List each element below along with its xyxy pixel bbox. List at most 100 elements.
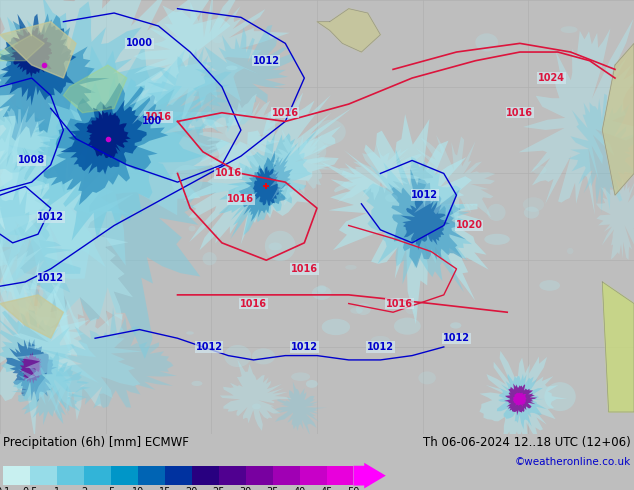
Polygon shape — [0, 13, 110, 141]
Polygon shape — [6, 339, 57, 402]
FancyArrow shape — [354, 463, 385, 489]
Polygon shape — [86, 110, 131, 158]
Ellipse shape — [487, 204, 505, 221]
Ellipse shape — [225, 125, 240, 140]
Polygon shape — [363, 149, 472, 293]
Text: 1012: 1012 — [411, 190, 438, 200]
Polygon shape — [269, 127, 337, 206]
Bar — [3, 466, 30, 486]
Bar — [191, 466, 219, 486]
Text: 1012: 1012 — [443, 333, 470, 343]
Polygon shape — [10, 27, 52, 77]
Bar — [57, 466, 84, 486]
Ellipse shape — [186, 331, 194, 335]
Ellipse shape — [371, 336, 390, 344]
Bar — [245, 466, 273, 486]
Polygon shape — [183, 25, 295, 133]
Text: 15: 15 — [158, 487, 171, 490]
Polygon shape — [0, 178, 81, 312]
Polygon shape — [183, 92, 354, 250]
Polygon shape — [0, 238, 99, 440]
Polygon shape — [504, 384, 537, 416]
Text: 100: 100 — [142, 117, 162, 126]
Text: 40: 40 — [294, 487, 306, 490]
Ellipse shape — [540, 280, 560, 291]
Text: 1020: 1020 — [456, 220, 482, 230]
Polygon shape — [596, 178, 634, 260]
Polygon shape — [401, 196, 450, 250]
Ellipse shape — [321, 319, 350, 335]
Text: 0.5: 0.5 — [22, 487, 38, 490]
Bar — [111, 466, 138, 486]
Text: 45: 45 — [320, 487, 333, 490]
Polygon shape — [0, 0, 247, 296]
Ellipse shape — [202, 252, 217, 265]
Ellipse shape — [312, 286, 332, 300]
Polygon shape — [0, 295, 63, 338]
Text: 1016: 1016 — [215, 169, 242, 178]
Polygon shape — [0, 44, 256, 359]
Ellipse shape — [545, 382, 576, 411]
Bar — [219, 466, 245, 486]
Text: 1016: 1016 — [386, 298, 413, 309]
Ellipse shape — [524, 207, 539, 219]
Polygon shape — [320, 114, 489, 324]
Polygon shape — [334, 143, 422, 202]
Ellipse shape — [291, 372, 310, 381]
Polygon shape — [497, 374, 547, 429]
Polygon shape — [0, 35, 44, 61]
Polygon shape — [253, 166, 281, 206]
Polygon shape — [0, 138, 134, 357]
Polygon shape — [147, 47, 231, 138]
Ellipse shape — [316, 120, 346, 144]
Ellipse shape — [224, 345, 251, 367]
Polygon shape — [479, 351, 567, 444]
Text: 1012: 1012 — [37, 272, 64, 283]
Text: 1016: 1016 — [240, 298, 267, 309]
Text: 1016: 1016 — [291, 264, 318, 274]
Polygon shape — [275, 382, 327, 437]
Polygon shape — [11, 352, 91, 425]
Polygon shape — [0, 59, 128, 345]
Polygon shape — [568, 94, 634, 213]
Text: 1012: 1012 — [367, 342, 394, 352]
Ellipse shape — [523, 197, 544, 212]
Polygon shape — [198, 94, 280, 181]
Polygon shape — [0, 14, 77, 106]
Ellipse shape — [265, 231, 295, 261]
Text: 35: 35 — [266, 487, 279, 490]
Ellipse shape — [269, 243, 282, 250]
Ellipse shape — [484, 234, 510, 245]
Text: 0.1: 0.1 — [0, 487, 11, 490]
Polygon shape — [23, 66, 207, 241]
Polygon shape — [35, 308, 177, 408]
Polygon shape — [388, 168, 466, 268]
Polygon shape — [317, 9, 380, 52]
Ellipse shape — [234, 184, 254, 202]
Text: 1016: 1016 — [145, 112, 172, 122]
Bar — [30, 466, 57, 486]
Bar — [299, 466, 327, 486]
Ellipse shape — [567, 248, 573, 254]
Ellipse shape — [405, 304, 416, 314]
Polygon shape — [129, 0, 290, 128]
Polygon shape — [0, 310, 75, 415]
Text: 1024: 1024 — [538, 73, 565, 83]
Polygon shape — [12, 288, 143, 421]
Polygon shape — [44, 83, 168, 205]
Bar — [138, 466, 165, 486]
Bar — [84, 466, 111, 486]
Text: 1016: 1016 — [228, 195, 254, 204]
Polygon shape — [519, 19, 634, 215]
Ellipse shape — [191, 381, 202, 386]
Polygon shape — [0, 106, 56, 170]
Polygon shape — [60, 100, 146, 174]
Ellipse shape — [560, 26, 578, 33]
Ellipse shape — [418, 371, 436, 384]
Bar — [165, 466, 191, 486]
Ellipse shape — [394, 318, 421, 335]
Polygon shape — [239, 150, 293, 222]
Ellipse shape — [356, 303, 371, 315]
Ellipse shape — [188, 226, 196, 231]
Ellipse shape — [252, 404, 261, 409]
